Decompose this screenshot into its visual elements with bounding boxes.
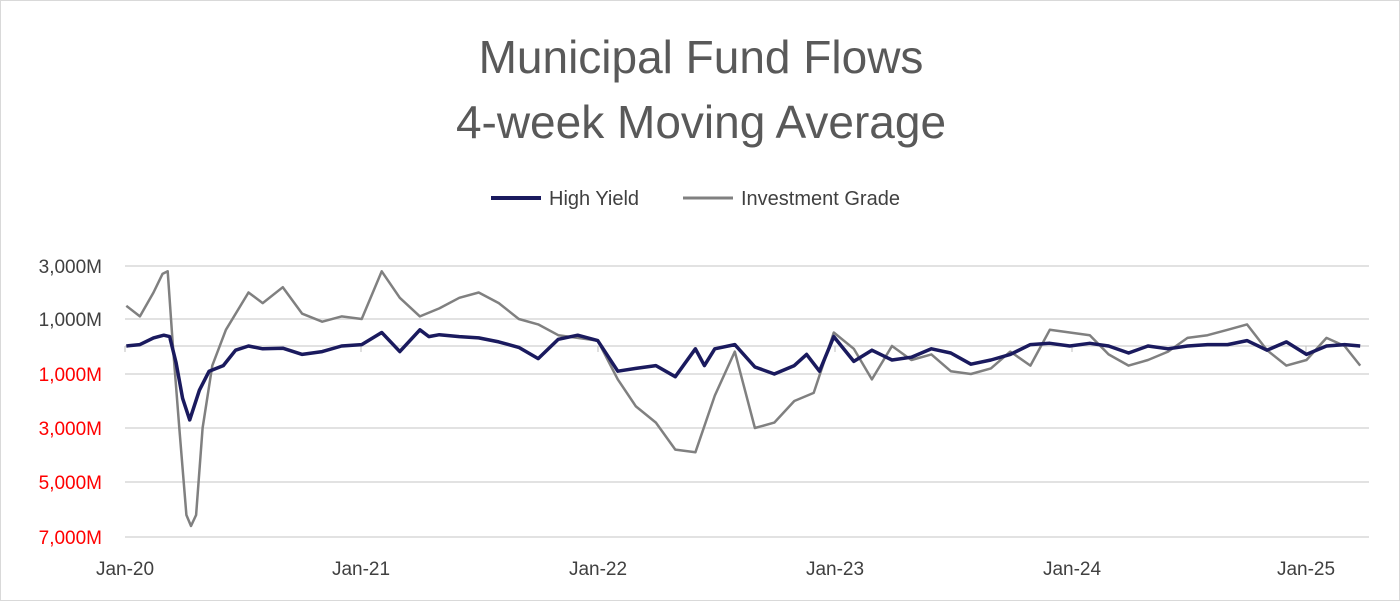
x-axis-ticks: Jan-20 Jan-21 Jan-22 Jan-23 Jan-24 Jan-25: [96, 346, 1335, 580]
x-tick-label: Jan-21: [332, 559, 390, 580]
legend: High Yield Investment Grade: [491, 188, 900, 210]
y-tick-label: 1,000M: [39, 310, 102, 331]
y-tick-label: 1,000M: [39, 365, 102, 386]
series-line-high-yield: [126, 328, 1361, 422]
chart-title: Municipal Fund Flows: [479, 31, 924, 83]
x-tick-label: Jan-22: [569, 559, 627, 580]
legend-label-investment-grade: Investment Grade: [741, 188, 900, 210]
plot-area: [125, 270, 1362, 528]
x-tick-label: Jan-25: [1277, 559, 1335, 580]
y-axis-ticks: 3,000M 1,000M 1,000M 3,000M 5,000M 7,000M: [39, 257, 102, 549]
x-tick-label: Jan-20: [96, 559, 154, 580]
y-tick-label: 7,000M: [39, 528, 102, 549]
chart-subtitle: 4-week Moving Average: [456, 96, 946, 148]
legend-label-high-yield: High Yield: [549, 188, 639, 210]
y-tick-label: 3,000M: [39, 257, 102, 278]
x-tick-label: Jan-23: [806, 559, 864, 580]
series-line-investment-grade: [125, 270, 1362, 528]
x-tick-label: Jan-24: [1043, 559, 1102, 580]
y-tick-label: 3,000M: [39, 419, 102, 440]
y-tick-label: 5,000M: [39, 473, 102, 494]
